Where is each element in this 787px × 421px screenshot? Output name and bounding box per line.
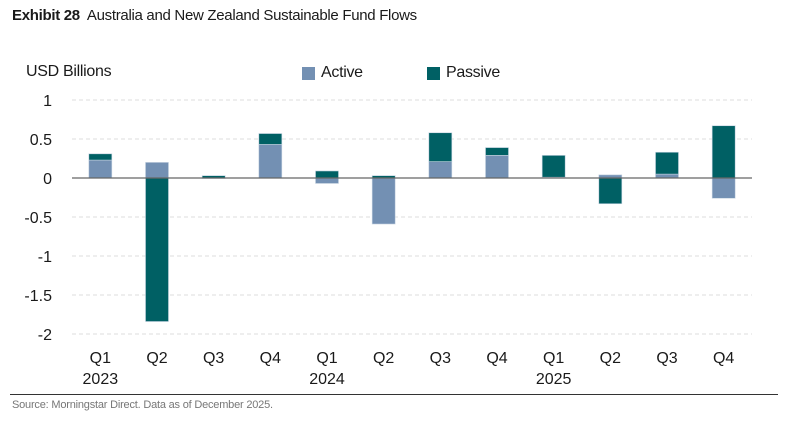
x-tick-label: Q3 [203,350,224,367]
x-tick-label: Q1 [90,350,111,367]
x-tick-label: Q4 [713,350,734,367]
x-tick-label: Q3 [430,350,451,367]
x-tick-label: Q4 [486,350,507,367]
bar-passive [258,133,283,145]
y-axis-label: USD Billions [26,63,112,80]
y-tick-label: -0.5 [24,210,52,227]
y-tick-label: -2 [38,327,52,344]
legend-item-passive: Passive [427,64,500,82]
y-tick-label: 0.5 [30,132,52,149]
y-tick-label: -1 [38,249,52,266]
y-tick-label: -1.5 [24,288,52,305]
bar-active [145,162,169,179]
bar-passive [428,132,453,162]
x-tick-year-label: 2023 [83,371,119,388]
bar-passive [315,170,339,179]
bar-passive [655,151,679,175]
bar-passive [88,153,113,161]
bar-active [258,144,283,179]
legend-swatch-passive [427,66,440,80]
x-tick-label: Q2 [373,350,394,367]
legend-label-passive: Passive [446,64,500,81]
x-tick-year-label: 2025 [536,371,572,388]
source-note: Source: Morningstar Direct. Data as of D… [12,399,273,411]
x-tick-label: Q2 [146,350,167,367]
footer-divider [10,394,778,395]
y-tick-label: 0 [43,171,52,188]
x-tick-label: Q1 [543,350,564,367]
bar-passive [485,147,509,156]
legend-label-active: Active [321,64,363,81]
bar-active [428,161,453,179]
legend-item-active: Active [302,64,363,82]
bar-passive [598,177,623,205]
x-tick-year-label: 2024 [309,371,345,388]
bar-passive [541,155,566,178]
exhibit-label: Exhibit 28 [12,7,80,24]
bar-passive [711,125,736,179]
exhibit-title: Australia and New Zealand Sustainable Fu… [86,7,417,24]
bar-active [485,155,509,179]
chart-title: Exhibit 28 Australia and New Zealand Sus… [12,7,417,24]
bar-active [711,177,736,199]
legend-swatch-active [302,66,315,80]
bar-passive [145,177,169,322]
x-tick-label: Q1 [316,350,337,367]
bar-active [88,159,113,179]
y-tick-label: 1 [43,93,52,110]
x-tick-label: Q3 [656,350,677,367]
x-tick-label: Q2 [600,350,621,367]
bar-active [371,177,396,225]
bar-active [315,177,339,184]
x-tick-label: Q4 [260,350,281,367]
